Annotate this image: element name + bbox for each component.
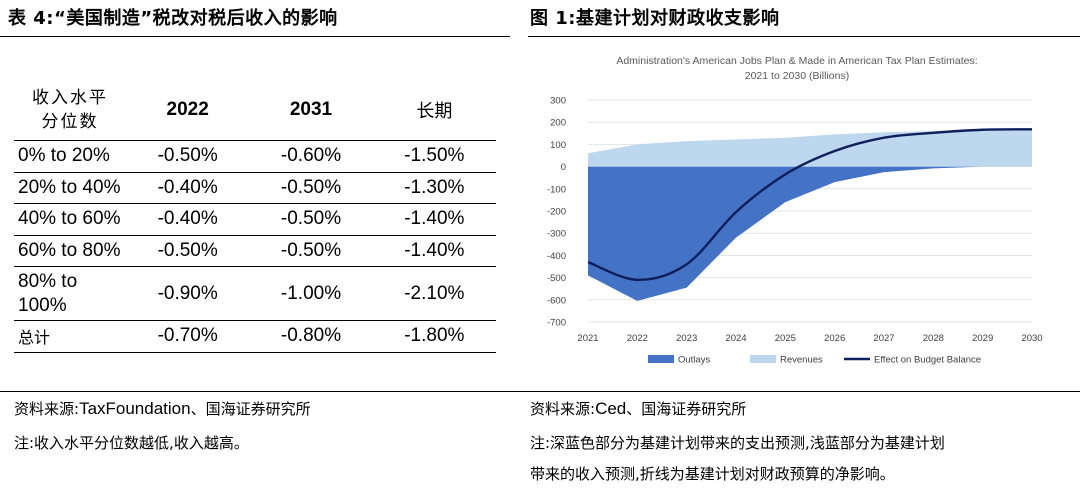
x-tick-label: 2024 <box>725 333 746 344</box>
header-2022: 2022 <box>166 99 209 120</box>
cell-value: -0.50% <box>249 234 373 267</box>
line-series <box>587 128 1033 282</box>
row-label: 0% to 20% <box>14 140 126 172</box>
cell-value: -0.50% <box>249 171 373 204</box>
header-long-term: 长期 <box>416 101 453 122</box>
cell-value: -1.40% <box>372 203 496 235</box>
x-tick-label: 2025 <box>775 333 796 344</box>
row-label: 20% to 40% <box>14 171 126 204</box>
left-source: 资料来源:TaxFoundation、国海证券研究所 <box>14 398 311 419</box>
table-row: 20% to 40% -0.40% -0.50% -1.30% <box>14 171 496 204</box>
legend-swatch-revenues <box>750 355 776 363</box>
cell-value: -0.40% <box>126 171 250 204</box>
cell-value: -0.50% <box>126 234 250 267</box>
cell-value: -1.80% <box>372 320 496 353</box>
header-income-line1: 收入水平 <box>32 88 108 108</box>
cell-value: -1.30% <box>372 171 496 204</box>
x-axis-ticks: 2021 2022 2023 2024 2025 2026 2027 2028 2029 2030 <box>577 333 1042 344</box>
x-tick-label: 2029 <box>972 333 993 344</box>
left-source-name: TaxFoundation <box>79 399 191 418</box>
y-tick-label: -400 <box>547 251 566 262</box>
cell-value: -0.70% <box>126 320 250 353</box>
legend-label-outlays: Outlays <box>678 355 710 366</box>
table-row: 0% to 20% -0.50% -0.60% -1.50% <box>14 140 496 172</box>
y-tick-label: -600 <box>547 295 566 306</box>
row-label-line2: 100% <box>18 294 67 316</box>
right-source-prefix: 资料来源: <box>530 400 596 418</box>
left-source-prefix: 资料来源: <box>14 400 80 418</box>
cell-value: -0.60% <box>249 140 373 172</box>
table-row: 40% to 60% -0.40% -0.50% -1.40% <box>14 203 496 235</box>
cell-value: -0.50% <box>126 140 250 172</box>
table-title: 表 4:“美国制造”税改对税后收入的影响 <box>8 8 338 29</box>
y-axis-ticks: 300 200 100 0 -100 -200 -300 -400 -500 -600 -700 <box>547 96 566 329</box>
header-2031: 2031 <box>289 99 333 120</box>
y-tick-label: -200 <box>547 207 566 218</box>
left-source-suffix: 、国海证券研究所 <box>190 400 311 418</box>
revenues-area <box>588 129 1032 167</box>
y-tick-label: -300 <box>547 229 566 240</box>
x-tick-label: 2026 <box>824 333 845 344</box>
table-row: 60% to 80% -0.50% -0.50% -1.40% <box>14 234 496 267</box>
legend-label-revenues: Revenues <box>780 355 823 366</box>
chart-subtitle: 2021 to 2030 (Billions) <box>745 70 849 82</box>
income-impact-table: 收入水平 分位数 2022 2031 长期 0% to 20% -0.50% -… <box>14 80 496 353</box>
right-note-line1: 注:深蓝色部分为基建计划带来的支出预测,浅蓝部分为基建计划 <box>530 434 945 452</box>
effect-on-budget-balance-line <box>587 128 1033 282</box>
cell-value: -1.50% <box>372 140 496 172</box>
chart-panel-title: 图 1:基建计划对财政收支影响 <box>530 8 780 29</box>
title-underline <box>0 36 510 37</box>
chart-legend: Outlays Revenues Effect on Budget Balance <box>648 355 981 366</box>
y-tick-label: 300 <box>550 96 566 107</box>
y-tick-label: -500 <box>547 273 566 284</box>
row-label: 80% to 100% <box>14 266 126 321</box>
x-tick-label: 2022 <box>627 333 648 344</box>
y-tick-label: -100 <box>547 184 566 195</box>
header-income-quantile: 收入水平 分位数 <box>14 80 126 141</box>
x-tick-label: 2028 <box>923 333 944 344</box>
left-note: 注:收入水平分位数越低,收入越高。 <box>14 434 249 452</box>
table-row: 总计 -0.70% -0.80% -1.80% <box>14 320 496 353</box>
cell-value: -2.10% <box>372 266 496 321</box>
y-tick-label: 0 <box>561 162 566 173</box>
chart-title-underline <box>528 36 1080 37</box>
cell-value: -1.40% <box>372 234 496 267</box>
x-tick-label: 2030 <box>1021 333 1042 344</box>
legend-swatch-outlays <box>648 355 674 363</box>
header-income-line2: 分位数 <box>41 112 99 132</box>
cell-value: -0.90% <box>126 266 250 321</box>
area-series <box>588 129 1032 301</box>
row-label: 60% to 80% <box>14 234 126 267</box>
chart-title: Administration's American Jobs Plan & Ma… <box>616 55 977 67</box>
right-source: 资料来源:Ced、国海证券研究所 <box>530 398 746 419</box>
x-tick-label: 2021 <box>577 333 598 344</box>
right-source-suffix: 、国海证券研究所 <box>626 400 747 418</box>
table-row: 80% to 100% -0.90% -1.00% -2.10% <box>14 266 496 321</box>
legend-label-effect-on-budget-balance: Effect on Budget Balance <box>874 355 981 366</box>
right-source-name: Ced <box>595 399 627 418</box>
cell-value: -0.80% <box>249 320 373 353</box>
footer-divider <box>0 391 1080 392</box>
row-label-line1: 80% to <box>18 270 78 292</box>
cell-value: -1.00% <box>249 266 373 321</box>
budget-effect-chart: Administration's American Jobs Plan & Ma… <box>547 55 1043 366</box>
x-tick-label: 2027 <box>873 333 894 344</box>
cell-value: -0.40% <box>126 203 250 235</box>
row-label-total: 总计 <box>14 320 126 353</box>
cell-value: -0.50% <box>249 203 373 235</box>
row-label: 40% to 60% <box>14 203 126 235</box>
y-tick-label: -700 <box>547 318 566 329</box>
y-tick-label: 200 <box>550 118 566 129</box>
right-note-line2: 带来的收入预测,折线为基建计划对财政预算的净影响。 <box>530 465 895 483</box>
y-tick-label: 100 <box>550 140 566 151</box>
outlays-area <box>588 166 1032 301</box>
x-tick-label: 2023 <box>676 333 697 344</box>
